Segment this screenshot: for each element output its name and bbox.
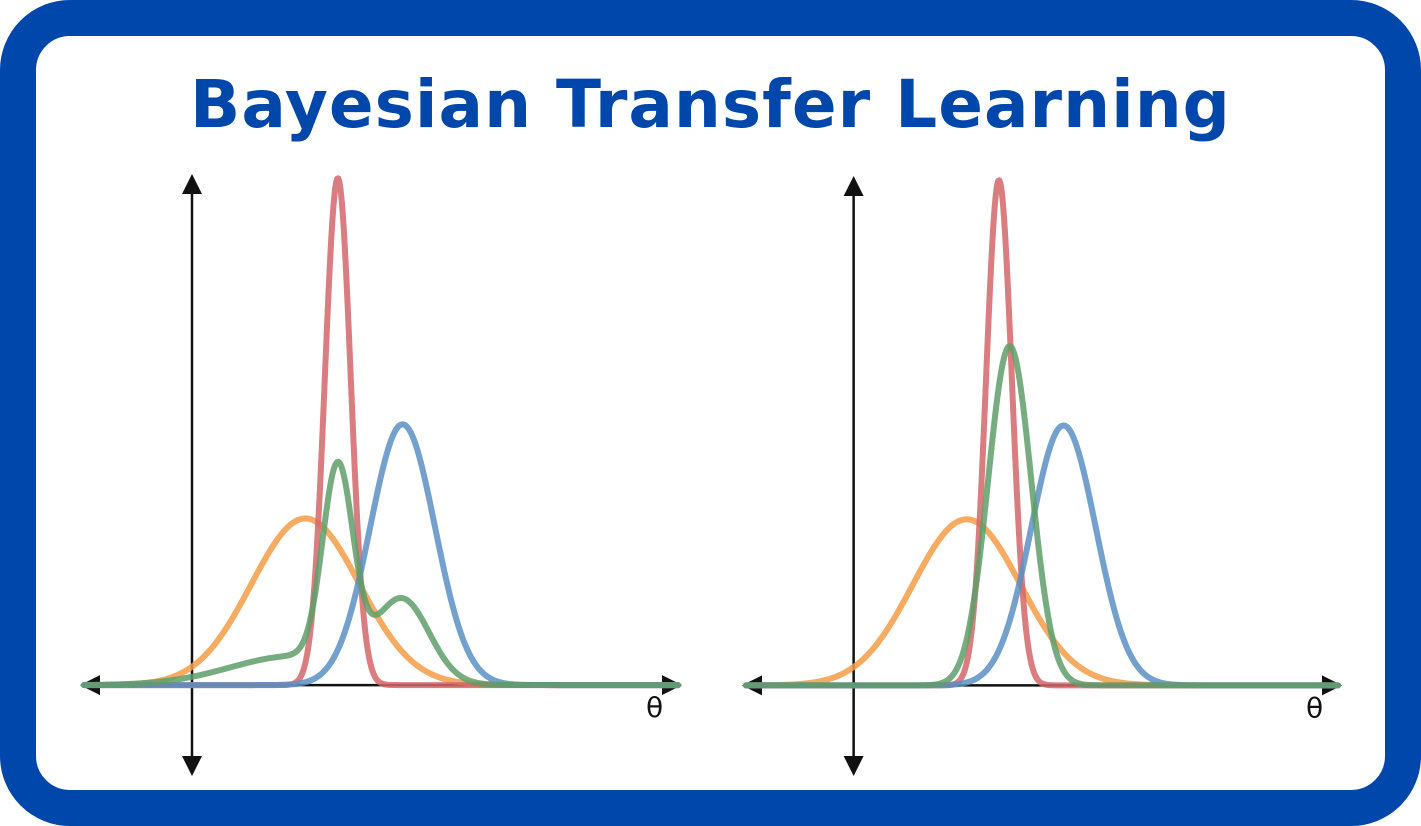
left-density-plot: θ	[80, 174, 682, 776]
blue-density-curve	[81, 421, 681, 689]
orange-density-curve	[743, 516, 1341, 689]
x-axis-label: θ	[1306, 691, 1323, 724]
green-density-curve	[743, 343, 1341, 689]
red-density-curve	[743, 177, 1341, 689]
right-density-plot: θ	[742, 176, 1342, 776]
orange-density-curve	[81, 515, 681, 689]
x-axis-label: θ	[646, 691, 663, 724]
green-density-curve	[81, 458, 681, 689]
page-title: Bayesian Transfer Learning	[190, 66, 1231, 143]
